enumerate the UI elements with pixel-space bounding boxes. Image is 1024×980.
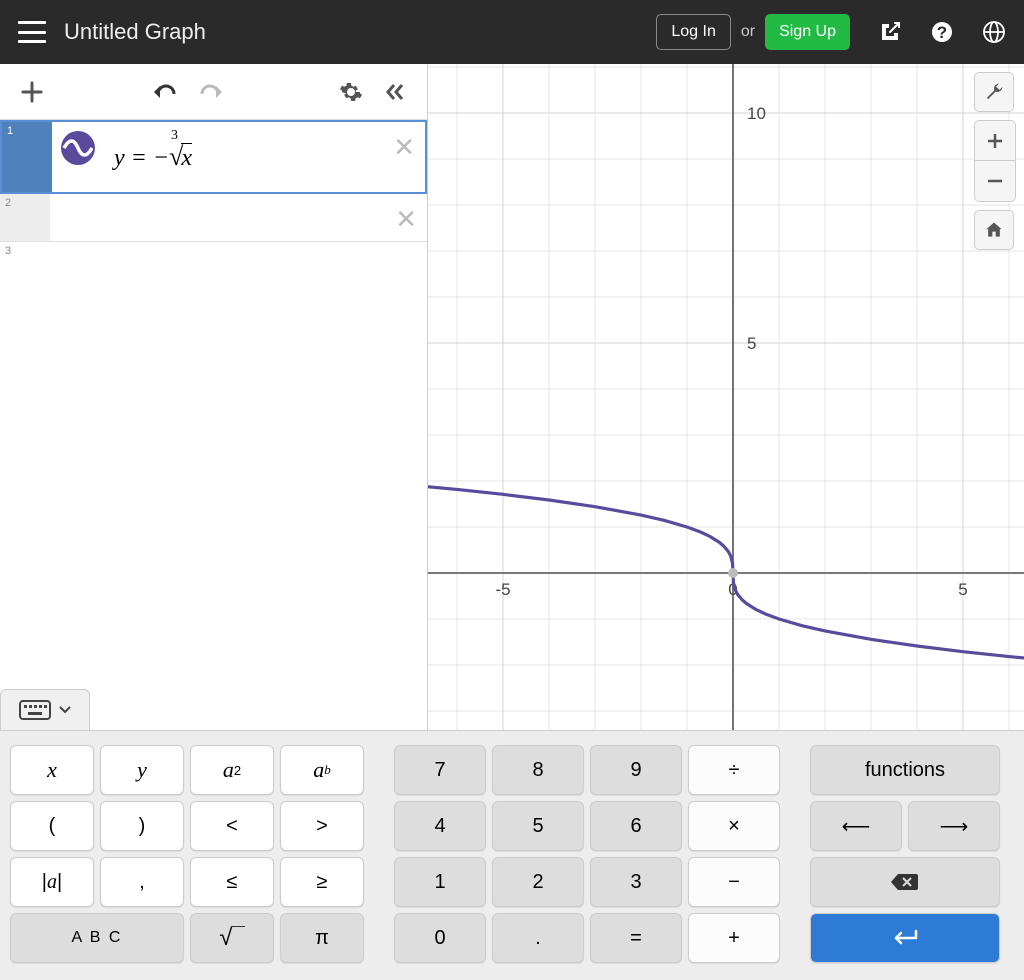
expression-index: 2 bbox=[0, 194, 50, 241]
key-[interactable]: ( bbox=[10, 801, 94, 851]
key-[interactable]: ≤ bbox=[190, 857, 274, 907]
expression-index: 1 bbox=[2, 122, 52, 192]
main-area: 1 y = −3√x ✕ 2 ✕ 3 -10-50510510 bbox=[0, 64, 1024, 730]
key-abc[interactable]: A B C bbox=[10, 913, 184, 963]
cursor-right-key[interactable]: ⟶ bbox=[908, 801, 1000, 851]
key-0[interactable]: 0 bbox=[394, 913, 486, 963]
sidebar-toolbar bbox=[0, 64, 427, 120]
key-.[interactable]: . bbox=[492, 913, 584, 963]
key-a[interactable]: |a| bbox=[10, 857, 94, 907]
key-[interactable]: ) bbox=[100, 801, 184, 851]
signup-button[interactable]: Sign Up bbox=[765, 14, 850, 50]
expression-sidebar: 1 y = −3√x ✕ 2 ✕ 3 bbox=[0, 64, 428, 730]
key-7[interactable]: 7 bbox=[394, 745, 486, 795]
chevron-down-icon bbox=[59, 705, 71, 715]
share-icon[interactable] bbox=[878, 20, 902, 44]
key-9[interactable]: 9 bbox=[590, 745, 682, 795]
expression-content[interactable]: y = −3√x bbox=[104, 122, 425, 192]
expression-list: 1 y = −3√x ✕ 2 ✕ 3 bbox=[0, 120, 427, 730]
key-2[interactable]: 2 bbox=[492, 857, 584, 907]
key-4[interactable]: 4 bbox=[394, 801, 486, 851]
graph-canvas[interactable]: -10-50510510 bbox=[428, 64, 1024, 730]
key-x[interactable]: x bbox=[10, 745, 94, 795]
app-header: Untitled Graph Log In or Sign Up ? bbox=[0, 0, 1024, 64]
expression-content[interactable] bbox=[50, 242, 427, 290]
redo-button[interactable] bbox=[188, 70, 232, 114]
key-[interactable]: ≥ bbox=[280, 857, 364, 907]
expression-content[interactable] bbox=[50, 194, 427, 241]
svg-text:?: ? bbox=[937, 23, 947, 42]
wrench-icon[interactable] bbox=[974, 72, 1014, 112]
key-÷[interactable]: ÷ bbox=[688, 745, 780, 795]
svg-text:10: 10 bbox=[747, 104, 766, 123]
enter-key[interactable] bbox=[810, 913, 1000, 963]
undo-button[interactable] bbox=[144, 70, 188, 114]
svg-text:-5: -5 bbox=[495, 580, 510, 599]
key-=[interactable]: = bbox=[590, 913, 682, 963]
delete-expression-icon[interactable]: ✕ bbox=[393, 132, 415, 163]
collapse-sidebar-icon[interactable] bbox=[373, 70, 417, 114]
zoom-in-button[interactable] bbox=[975, 121, 1015, 161]
key-5[interactable]: 5 bbox=[492, 801, 584, 851]
home-icon[interactable] bbox=[974, 210, 1014, 250]
key-+[interactable]: + bbox=[688, 913, 780, 963]
graph-tools bbox=[974, 72, 1016, 250]
expression-row[interactable]: 3 bbox=[0, 242, 427, 290]
language-icon[interactable] bbox=[982, 20, 1006, 44]
expression-color-icon[interactable] bbox=[56, 126, 100, 170]
svg-text:5: 5 bbox=[747, 334, 756, 353]
menu-icon[interactable] bbox=[18, 21, 46, 43]
key-a[interactable]: a2 bbox=[190, 745, 274, 795]
add-expression-button[interactable] bbox=[10, 70, 54, 114]
key-8[interactable]: 8 bbox=[492, 745, 584, 795]
backspace-key[interactable] bbox=[810, 857, 1000, 907]
expression-index: 3 bbox=[0, 242, 50, 290]
svg-text:5: 5 bbox=[958, 580, 967, 599]
login-button[interactable]: Log In bbox=[656, 14, 730, 50]
keyboard-icon bbox=[19, 700, 51, 720]
key-[interactable]: √ bbox=[190, 913, 274, 963]
or-label: or bbox=[741, 23, 755, 41]
zoom-out-button[interactable] bbox=[975, 161, 1015, 201]
key-a[interactable]: ab bbox=[280, 745, 364, 795]
graph-pane[interactable]: -10-50510510 bbox=[428, 64, 1024, 730]
key-[interactable]: < bbox=[190, 801, 274, 851]
keyboard-toggle-button[interactable] bbox=[0, 689, 90, 730]
key-y[interactable]: y bbox=[100, 745, 184, 795]
help-icon[interactable]: ? bbox=[930, 20, 954, 44]
key-3[interactable]: 3 bbox=[590, 857, 682, 907]
keyboard-right-group: functions ⟵ ⟶ bbox=[810, 745, 1000, 966]
key-[interactable]: > bbox=[280, 801, 364, 851]
cursor-left-key[interactable]: ⟵ bbox=[810, 801, 902, 851]
graph-title[interactable]: Untitled Graph bbox=[64, 19, 206, 45]
keyboard-mid-group: 789÷ 456× 123− 0.=+ bbox=[394, 745, 780, 966]
delete-expression-icon[interactable]: ✕ bbox=[395, 204, 417, 235]
key-6[interactable]: 6 bbox=[590, 801, 682, 851]
keyboard-toggle-wrap bbox=[0, 689, 90, 730]
key-[interactable]: , bbox=[100, 857, 184, 907]
key-[interactable]: π bbox=[280, 913, 364, 963]
key-×[interactable]: × bbox=[688, 801, 780, 851]
expression-row[interactable]: 2 ✕ bbox=[0, 194, 427, 242]
expression-row[interactable]: 1 y = −3√x ✕ bbox=[0, 120, 427, 194]
settings-icon[interactable] bbox=[329, 70, 373, 114]
keyboard-left-group: xya2ab ()<> |a|,≤≥ A B C√ π bbox=[10, 745, 364, 966]
key-−[interactable]: − bbox=[688, 857, 780, 907]
functions-key[interactable]: functions bbox=[810, 745, 1000, 795]
key-1[interactable]: 1 bbox=[394, 857, 486, 907]
virtual-keyboard: xya2ab ()<> |a|,≤≥ A B C√ π 789÷ 456× 123− 0.=… bbox=[0, 730, 1024, 980]
